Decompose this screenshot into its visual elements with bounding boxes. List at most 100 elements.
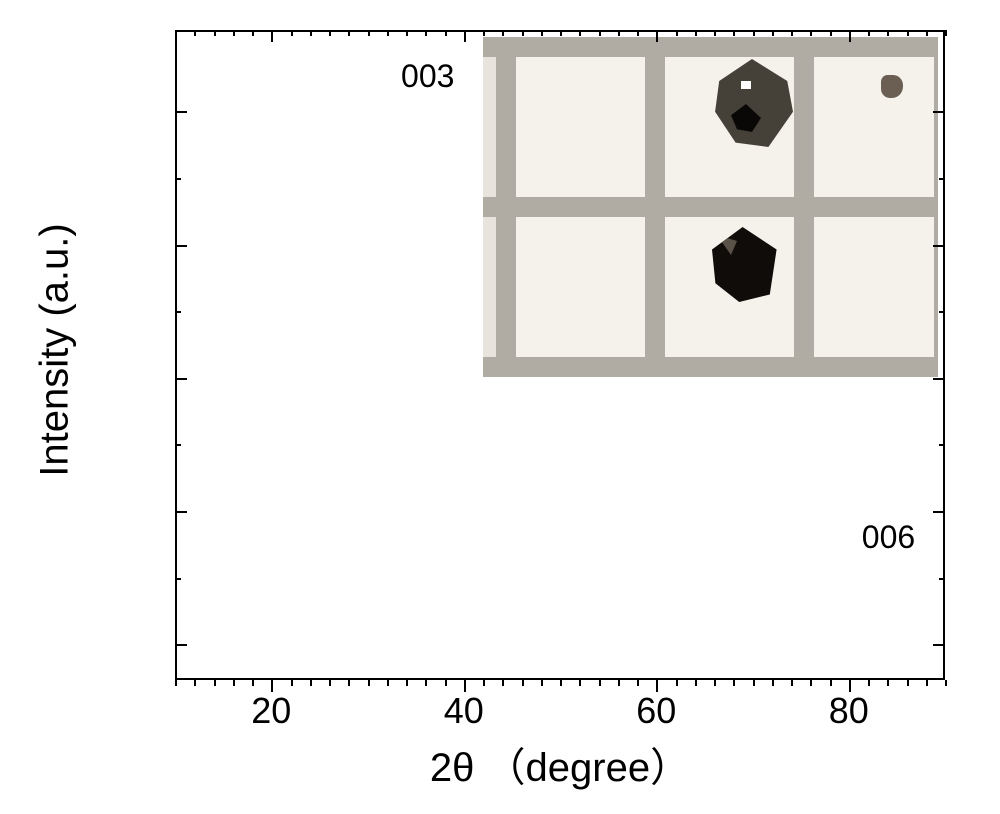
x-tick-top: [733, 30, 735, 36]
x-tick-top: [329, 30, 331, 36]
x-tick-top: [271, 30, 273, 42]
x-tick-top: [849, 30, 851, 42]
x-tick-minor: [522, 680, 524, 686]
y-tick: [175, 644, 187, 646]
y-tick-minor: [939, 311, 945, 313]
peak-label-003: 003: [401, 58, 454, 95]
x-tick-minor: [791, 680, 793, 686]
x-tick-minor: [560, 680, 562, 686]
x-tick-top: [791, 30, 793, 36]
x-tick-top: [194, 30, 196, 36]
x-tick-top: [637, 30, 639, 36]
y-tick-minor: [175, 311, 181, 313]
x-tick-minor: [695, 680, 697, 686]
x-tick-top: [753, 30, 755, 36]
x-tick-label: 60: [636, 690, 676, 732]
x-tick-minor: [233, 680, 235, 686]
peak-label-006: 006: [862, 519, 915, 556]
x-tick-minor: [329, 680, 331, 686]
x-tick-top: [579, 30, 581, 36]
y-tick: [933, 511, 945, 513]
x-tick-minor: [387, 680, 389, 686]
x-tick-minor: [425, 680, 427, 686]
x-tick-top: [926, 30, 928, 36]
x-tick-top: [868, 30, 870, 36]
x-tick-top: [214, 30, 216, 36]
x-tick-minor: [252, 680, 254, 686]
x-tick-minor: [541, 680, 543, 686]
x-tick-minor: [445, 680, 447, 686]
x-tick-top: [291, 30, 293, 36]
x-tick-minor: [772, 680, 774, 686]
x-tick-minor: [907, 680, 909, 686]
x-tick-top: [175, 30, 177, 36]
inset-photo: [483, 37, 938, 377]
x-tick-label: 40: [444, 690, 484, 732]
x-tick-top: [252, 30, 254, 36]
x-tick-top: [676, 30, 678, 36]
x-tick-top: [695, 30, 697, 36]
y-tick: [175, 378, 187, 380]
x-tick-top: [406, 30, 408, 36]
x-tick-minor: [637, 680, 639, 686]
x-tick-minor: [579, 680, 581, 686]
y-tick-minor: [939, 444, 945, 446]
x-tick-minor: [406, 680, 408, 686]
x-tick-minor: [887, 680, 889, 686]
y-tick-minor: [175, 578, 181, 580]
x-tick-top: [907, 30, 909, 36]
x-tick-top: [599, 30, 601, 36]
x-tick-top: [560, 30, 562, 36]
x-tick-top: [830, 30, 832, 36]
x-tick-label: 80: [829, 690, 869, 732]
x-tick-top: [618, 30, 620, 36]
x-tick-minor: [733, 680, 735, 686]
x-tick-minor: [175, 680, 177, 686]
x-tick-top: [233, 30, 235, 36]
y-axis-label: Intensity (a.u.): [33, 223, 78, 476]
x-tick-minor: [214, 680, 216, 686]
x-tick-minor: [945, 680, 947, 686]
x-tick-minor: [483, 680, 485, 686]
y-tick-minor: [175, 178, 181, 180]
x-tick-top: [445, 30, 447, 36]
y-tick: [175, 111, 187, 113]
x-tick-top: [425, 30, 427, 36]
x-tick-top: [348, 30, 350, 36]
xrd-chart: Intensity (a.u.) 2θ （degree） 003 006: [60, 20, 960, 780]
x-tick-top: [887, 30, 889, 36]
y-tick-minor: [939, 578, 945, 580]
x-tick-minor: [599, 680, 601, 686]
x-tick-minor: [753, 680, 755, 686]
y-tick: [933, 378, 945, 380]
crystal-speck: [881, 75, 903, 98]
x-tick-minor: [830, 680, 832, 686]
x-tick-top: [368, 30, 370, 36]
x-tick-top: [541, 30, 543, 36]
x-tick-minor: [310, 680, 312, 686]
x-tick-minor: [676, 680, 678, 686]
x-tick-minor: [714, 680, 716, 686]
x-tick-top: [464, 30, 466, 42]
x-tick-top: [483, 30, 485, 36]
x-tick-minor: [618, 680, 620, 686]
x-tick-minor: [194, 680, 196, 686]
y-tick: [933, 644, 945, 646]
x-tick-top: [387, 30, 389, 36]
plot-area: 003 006: [175, 30, 945, 680]
x-tick-minor: [926, 680, 928, 686]
x-tick-top: [522, 30, 524, 36]
x-tick-minor: [348, 680, 350, 686]
x-tick-top: [310, 30, 312, 36]
x-tick-minor: [868, 680, 870, 686]
x-tick-minor: [810, 680, 812, 686]
x-tick-minor: [502, 680, 504, 686]
x-tick-minor: [368, 680, 370, 686]
y-tick: [933, 111, 945, 113]
x-tick-top: [772, 30, 774, 36]
y-tick: [175, 245, 187, 247]
y-tick: [175, 511, 187, 513]
x-tick-top: [656, 30, 658, 42]
x-tick-top: [714, 30, 716, 36]
x-tick-minor: [291, 680, 293, 686]
